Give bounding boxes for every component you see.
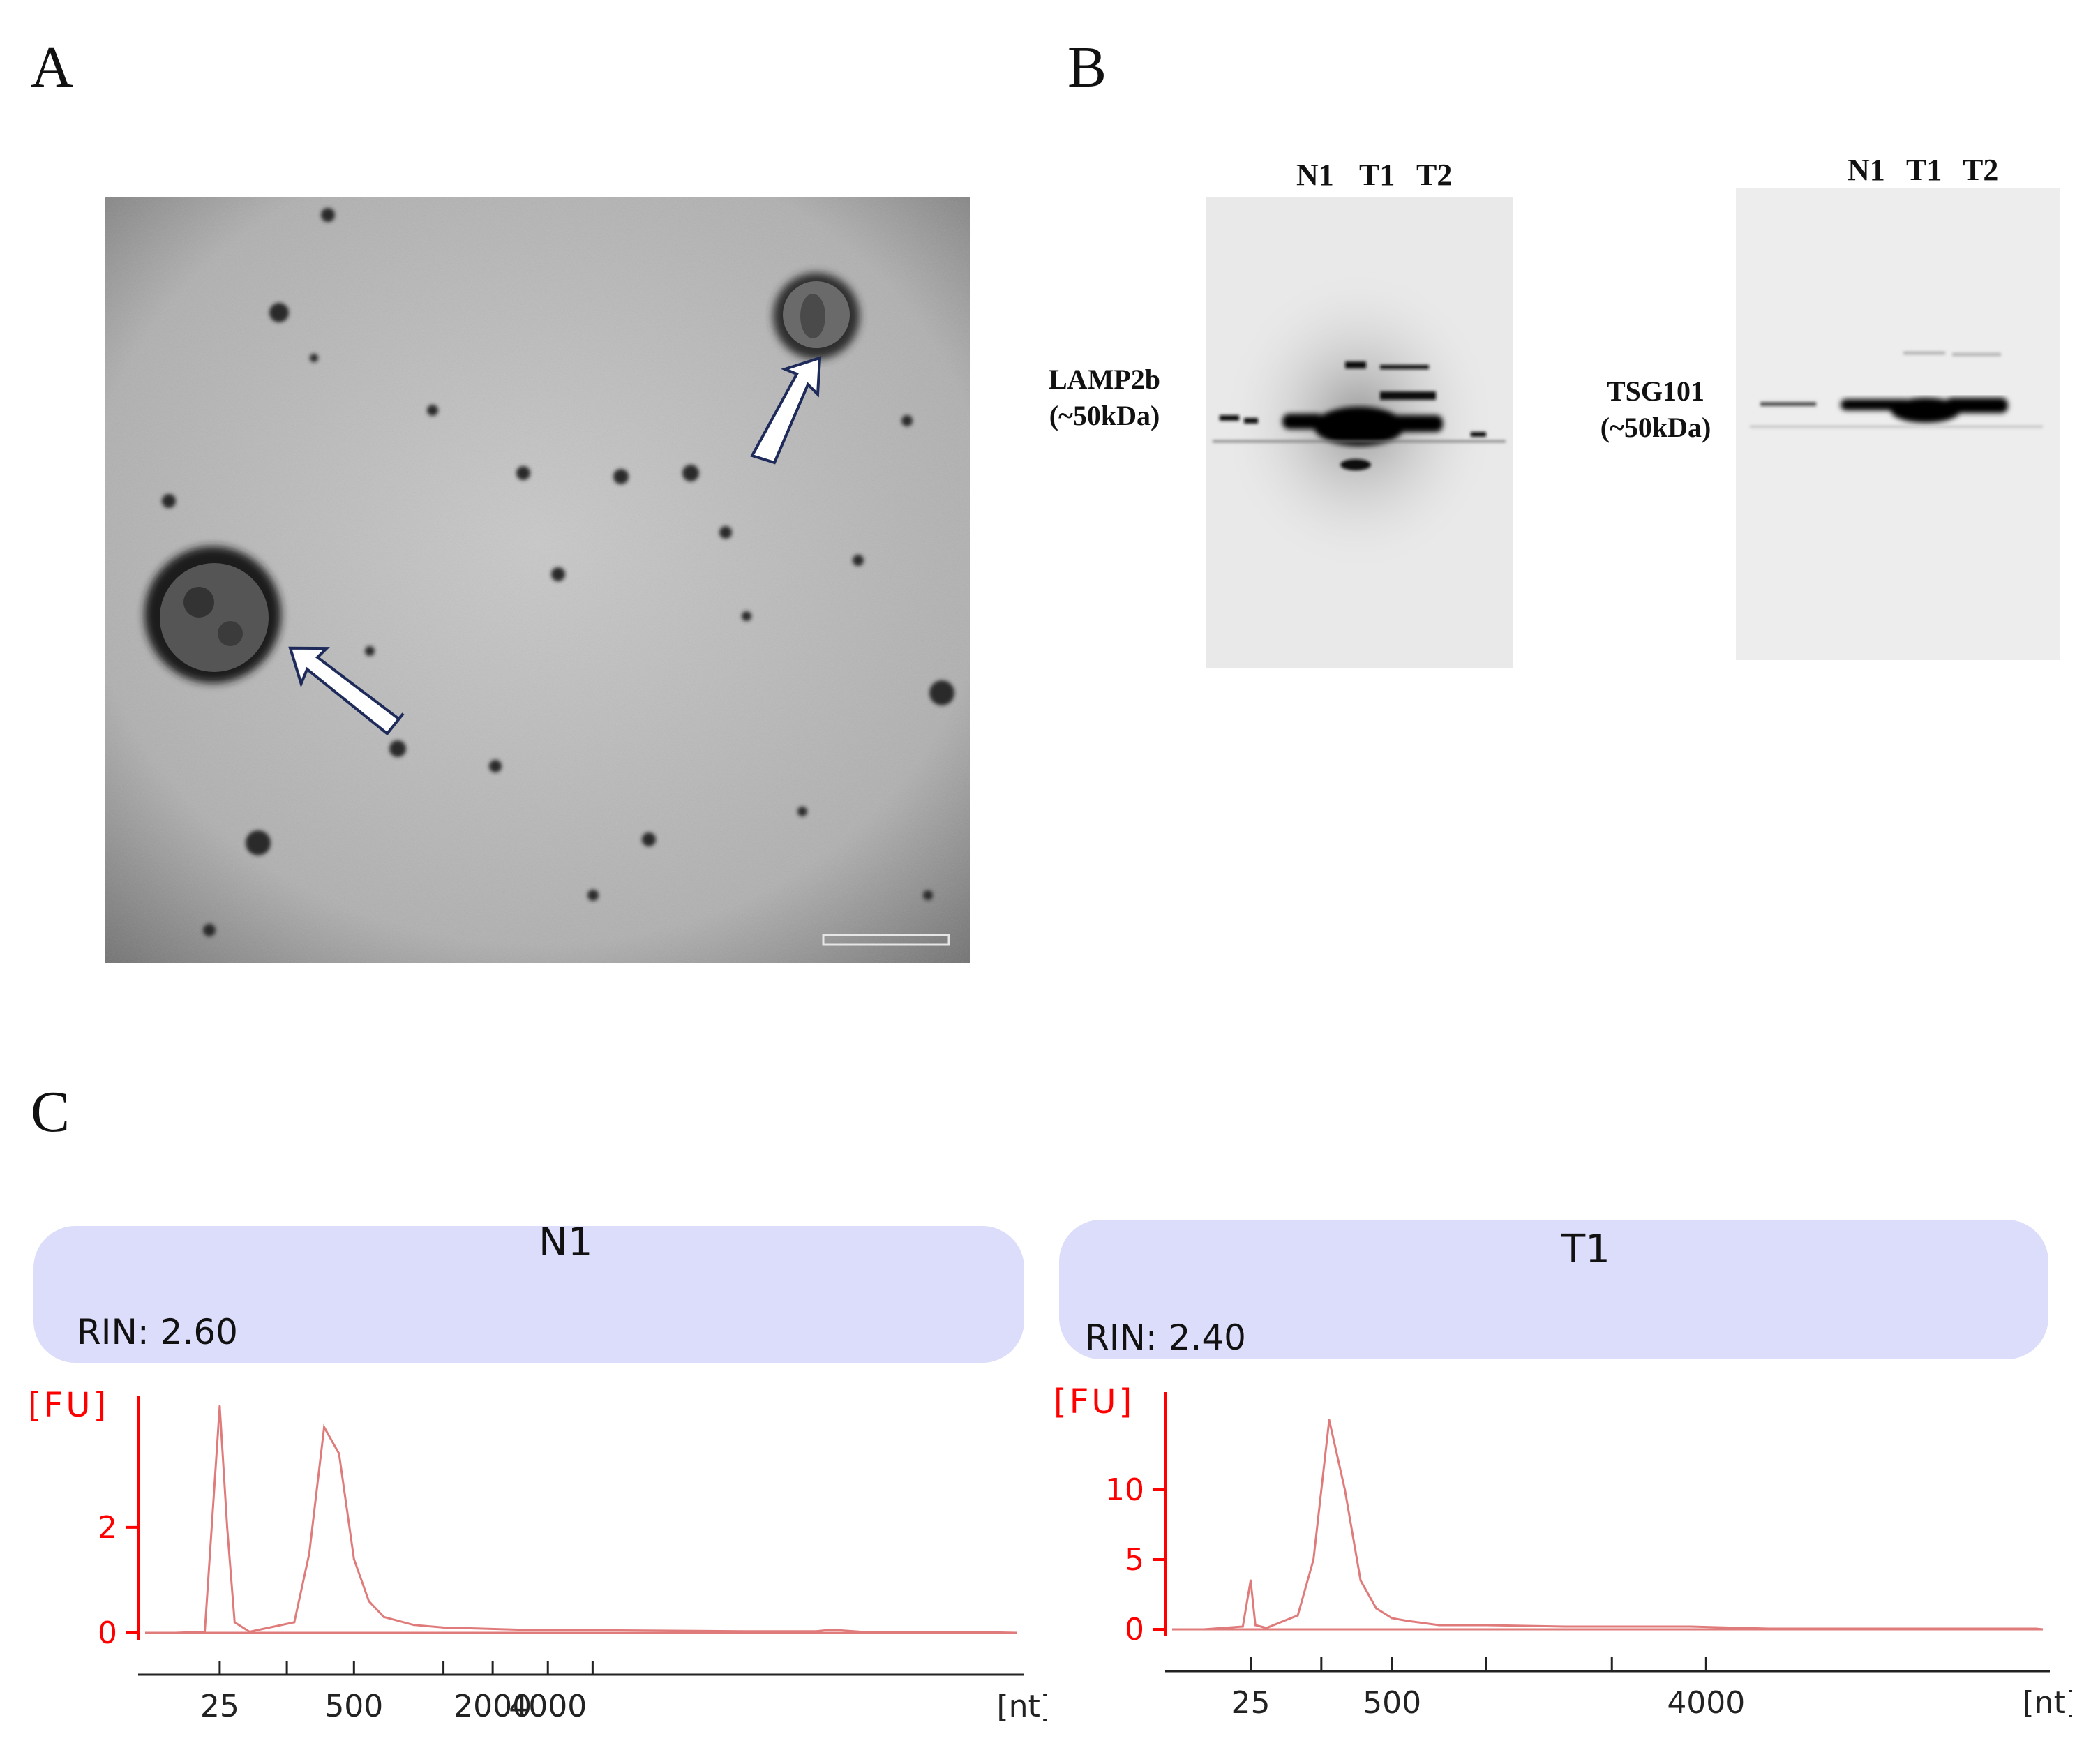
data-point xyxy=(1312,1558,1315,1561)
blot2-lane-n1: N1 xyxy=(1848,153,1885,187)
x-tick-label: 500 xyxy=(1363,1685,1421,1721)
y-tick-label: 10 xyxy=(1105,1472,1144,1508)
data-point xyxy=(1485,1624,1487,1627)
blot2-lane-t1: T1 xyxy=(1906,153,1942,187)
t1-header-box xyxy=(1059,1220,2048,1359)
data-point xyxy=(860,1630,862,1633)
n1-header-box xyxy=(33,1226,1024,1363)
data-point xyxy=(352,1557,355,1560)
scale-bar xyxy=(822,934,950,946)
blot2-image xyxy=(1736,188,2060,660)
data-point xyxy=(1359,1579,1362,1582)
blot1-protein-size: (~50kDa) xyxy=(1049,400,1160,431)
data-point xyxy=(1564,1625,1566,1628)
x-tick-label: 2000 xyxy=(454,1689,532,1724)
data-point xyxy=(1407,1620,1409,1622)
t1-header-title: T1 xyxy=(1561,1227,1610,1272)
data-point xyxy=(382,1615,385,1618)
data-point xyxy=(964,1630,967,1633)
x-tick-label: 25 xyxy=(1231,1685,1271,1721)
y-axis-label: [FU] xyxy=(28,1386,109,1425)
data-point xyxy=(1689,1625,1692,1628)
blot1-lane-n1: N1 xyxy=(1296,158,1334,192)
data-point xyxy=(830,1628,832,1631)
data-point xyxy=(248,1630,251,1633)
panel-a-letter: A xyxy=(31,35,73,100)
data-point xyxy=(412,1624,415,1627)
series-trace xyxy=(174,1406,1018,1634)
data-point xyxy=(1265,1627,1268,1629)
data-point xyxy=(1254,1624,1257,1627)
arrow-icon xyxy=(750,356,822,465)
tem-image xyxy=(105,197,970,963)
panel-c-letter: C xyxy=(31,1079,70,1144)
data-point xyxy=(174,1631,177,1634)
data-point xyxy=(293,1621,296,1624)
x-axis-label: [nt] xyxy=(2023,1685,2072,1721)
panel-b-letter: B xyxy=(1067,35,1107,100)
blot1-lane-t1: T1 xyxy=(1359,158,1395,192)
data-point xyxy=(1438,1624,1441,1627)
t1-rin-value: RIN: 2.40 xyxy=(1085,1317,1246,1358)
data-point xyxy=(338,1452,340,1455)
y-tick-label: 5 xyxy=(1125,1542,1144,1578)
data-point xyxy=(233,1621,236,1624)
x-axis-label: [nt] xyxy=(997,1689,1047,1724)
x-tick-label: 4000 xyxy=(509,1689,587,1724)
data-point xyxy=(1296,1614,1299,1617)
n1-header-title: N1 xyxy=(539,1220,593,1265)
blot2-protein-label: TSG101 (~50kDa) xyxy=(1582,373,1729,446)
data-point xyxy=(368,1600,370,1603)
blot1-protein-label: LAMP2b (~50kDa) xyxy=(1031,361,1178,434)
data-point xyxy=(1391,1617,1393,1620)
y-tick-label: 0 xyxy=(98,1615,117,1651)
data-point xyxy=(1241,1625,1244,1628)
data-point xyxy=(218,1405,221,1407)
y-axis-label: [FU] xyxy=(1054,1382,1134,1421)
y-tick-label: 0 xyxy=(1125,1612,1144,1647)
data-point xyxy=(204,1630,207,1633)
tem-micrograph xyxy=(105,197,970,963)
data-point xyxy=(323,1426,326,1428)
data-point xyxy=(1328,1419,1331,1421)
data-point xyxy=(1202,1628,1205,1631)
x-tick-label: 4000 xyxy=(1667,1685,1745,1721)
blot1-image xyxy=(1206,197,1513,668)
data-point xyxy=(591,1629,594,1631)
x-tick-label: 25 xyxy=(200,1689,239,1724)
data-point xyxy=(308,1553,310,1555)
blot1-lane-t2: T2 xyxy=(1416,158,1453,192)
blot1-protein-name: LAMP2b xyxy=(1049,364,1160,395)
data-point xyxy=(815,1630,818,1633)
blot2-protein-size: (~50kDa) xyxy=(1600,412,1711,443)
blot2-lane-t2: T2 xyxy=(1963,153,1999,187)
data-point xyxy=(1375,1607,1378,1610)
blot2-protein-name: TSG101 xyxy=(1606,375,1705,407)
data-point xyxy=(740,1630,743,1633)
data-point xyxy=(1344,1488,1347,1491)
y-tick-label: 2 xyxy=(98,1510,117,1546)
data-point xyxy=(1250,1579,1252,1582)
n1-rin-value: RIN: 2.60 xyxy=(77,1312,238,1352)
t1-electropherogram: 0 5 10 [FU] 25 500 4000 [nt] xyxy=(1054,1382,2072,1721)
x-tick-label: 500 xyxy=(324,1689,383,1724)
data-point xyxy=(226,1526,229,1529)
arrow-icon xyxy=(288,646,405,736)
series-trace xyxy=(1203,1419,2044,1631)
data-point xyxy=(442,1626,445,1629)
data-point xyxy=(516,1628,519,1631)
data-point xyxy=(2034,1627,2037,1630)
data-point xyxy=(1767,1627,1770,1630)
